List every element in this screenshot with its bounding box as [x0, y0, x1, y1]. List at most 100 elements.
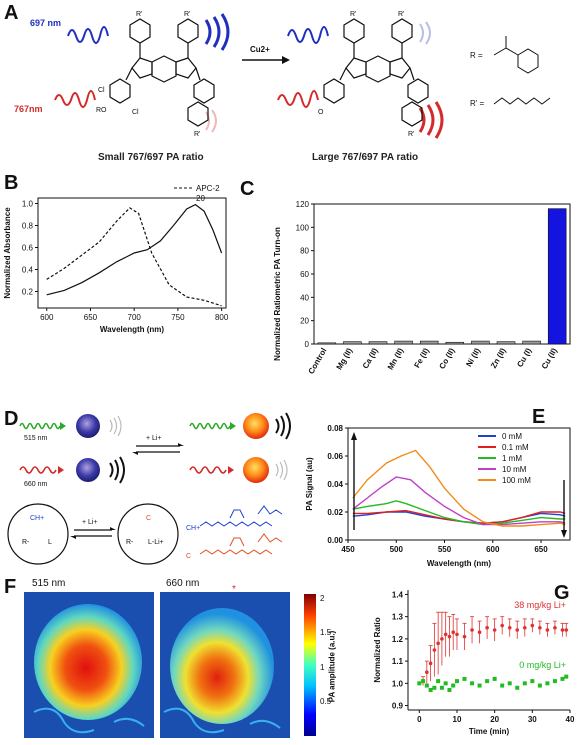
reaction-arrow-head	[282, 56, 290, 64]
wl-515-label: 515 nm	[24, 435, 48, 442]
b-x-axis-label: Wavelength (nm)	[100, 325, 164, 334]
g-point-control	[424, 683, 429, 688]
r-prime-left-2: R'	[184, 11, 190, 18]
e-legend-label: 100 mM	[502, 476, 531, 485]
g-point-control	[560, 676, 565, 681]
c-bar	[419, 340, 439, 345]
g-point-control	[447, 688, 452, 692]
f-title-515: 515 nm	[32, 578, 66, 589]
g-point-treated	[451, 630, 456, 635]
r-prime-left-3: R'	[194, 131, 200, 138]
c-bar	[445, 341, 465, 345]
colorbar-tick-1: 1	[320, 663, 325, 672]
e-legend-label: 0.1 mM	[502, 443, 529, 452]
blue-probe-sphere-1	[76, 414, 100, 438]
c-bar	[368, 341, 388, 345]
g-point-control	[417, 681, 422, 686]
wave-515-left	[19, 422, 61, 430]
lli-label: L-Li+	[148, 539, 164, 546]
c-y-tick-label: 0	[305, 340, 310, 349]
e-series-line	[352, 500, 566, 526]
b-legend-20-label: 20	[196, 194, 205, 203]
pa-image-660-tumor	[170, 608, 274, 724]
colorbar-tick-0-5: 0.5	[320, 697, 332, 706]
g-point-control	[470, 681, 475, 686]
g-point-control	[443, 681, 448, 686]
g-y-tick-label: 1.0	[392, 679, 404, 688]
panel-a-scheme: 697 nm 767nm R' R' R' Cl Cl RO Cu2+	[14, 11, 551, 139]
colorbar-label: PA amplitude (a.u.)	[327, 630, 337, 703]
e-x-axis-label: Wavelength (nm)	[427, 559, 491, 568]
r-prime-right-2: R'	[398, 11, 404, 18]
e-series-line	[352, 449, 566, 527]
reagent-label: Cu2+	[250, 45, 270, 54]
g-point-control	[436, 679, 441, 684]
g-point-treated	[560, 628, 565, 632]
r-minus-label: R-	[22, 539, 30, 546]
c-y-tick-label: 80	[300, 247, 309, 256]
caption-large-ratio: Large 767/697 PA ratio	[312, 152, 419, 163]
g-x-tick-label: 30	[528, 715, 537, 724]
g-point-control	[500, 683, 505, 688]
g-point-treated	[564, 628, 569, 632]
g-point-control	[439, 685, 444, 690]
b-x-tick-label: 650	[84, 313, 98, 322]
g-x-tick-label: 20	[490, 715, 499, 724]
emitted-arcs-blue-weak	[419, 21, 431, 45]
panel-label-e: E	[532, 406, 546, 428]
g-point-treated	[522, 625, 527, 630]
g-point-treated	[470, 628, 474, 632]
c-y-tick-label: 100	[296, 223, 310, 232]
orange-probe-sphere-1	[243, 413, 269, 439]
g-x-tick-label: 10	[453, 715, 462, 724]
wave-660-left-head	[58, 466, 64, 474]
ch-plus-structure	[199, 505, 283, 527]
g-x-tick-label: 0	[417, 715, 422, 724]
b-y-axis-label: Normalized Absorbance	[3, 207, 12, 299]
li-label-top: + Li+	[146, 435, 162, 442]
c-category-label: Co (II)	[437, 346, 456, 370]
e-legend-label: 10 mM	[502, 465, 527, 474]
panel-d-scheme: 515 nm 660 nm + Li+ CH+ R- L + Li+ C R- …	[7, 412, 291, 565]
weak-emission-arcs-1	[109, 415, 122, 437]
g-y-axis-label: Normalized Ratio	[373, 617, 382, 682]
ch-plus-structure-label: CH+	[186, 525, 200, 532]
wave-515-right	[189, 422, 231, 430]
g-point-treated	[507, 625, 512, 630]
panel-label-d: D	[4, 408, 19, 430]
aza-bodipy-molecule-right	[323, 18, 429, 127]
g-point-treated	[515, 628, 520, 632]
e-y-tick-label: 0.08	[327, 424, 343, 433]
f-title-660: 660 nm	[166, 578, 200, 589]
b-x-tick-label: 800	[215, 313, 229, 322]
c-y-tick-label: 40	[300, 293, 309, 302]
e-y-tick-label: 0.00	[327, 536, 343, 545]
c-category-label: Cu (I)	[515, 346, 533, 368]
pyridyl-ketone-structure	[493, 36, 539, 74]
e-x-tick-label: 550	[438, 545, 452, 554]
c-structure	[199, 533, 283, 555]
b-y-tick-label: 0.2	[22, 288, 34, 297]
aza-bodipy-molecule-left	[109, 18, 215, 127]
g-point-treated	[462, 634, 467, 639]
g-x-tick-label: 40	[566, 715, 575, 724]
c-y-axis-label: Normalized Ratiometric PA Turn-on	[273, 227, 282, 361]
r-prime-left-1: R'	[136, 11, 142, 18]
c-bar	[394, 340, 413, 345]
b-x-tick-label: 600	[40, 313, 54, 322]
f-star-marker: *	[232, 584, 236, 595]
c-category-label: Fe (II)	[412, 346, 431, 369]
wave-660-left	[19, 466, 57, 474]
complex-free-circle	[7, 503, 69, 565]
g-x-axis-label: Time (min)	[469, 727, 510, 736]
pa-turn-on-bar-chart: 0 20 40 60 80 100 120 Normalized Ratiometric PA…	[273, 200, 571, 376]
c-bar	[547, 208, 567, 345]
c-bar	[343, 341, 362, 345]
c-bar	[471, 340, 490, 345]
e-down-arrow-head	[561, 530, 567, 538]
r-group-label: R =	[470, 51, 483, 60]
g-annotation-treated: 38 mg/kg Li+	[514, 600, 566, 610]
wave-515-left-head	[60, 422, 66, 430]
blue-probe-sphere-2	[76, 458, 100, 482]
g-point-control	[454, 679, 459, 684]
